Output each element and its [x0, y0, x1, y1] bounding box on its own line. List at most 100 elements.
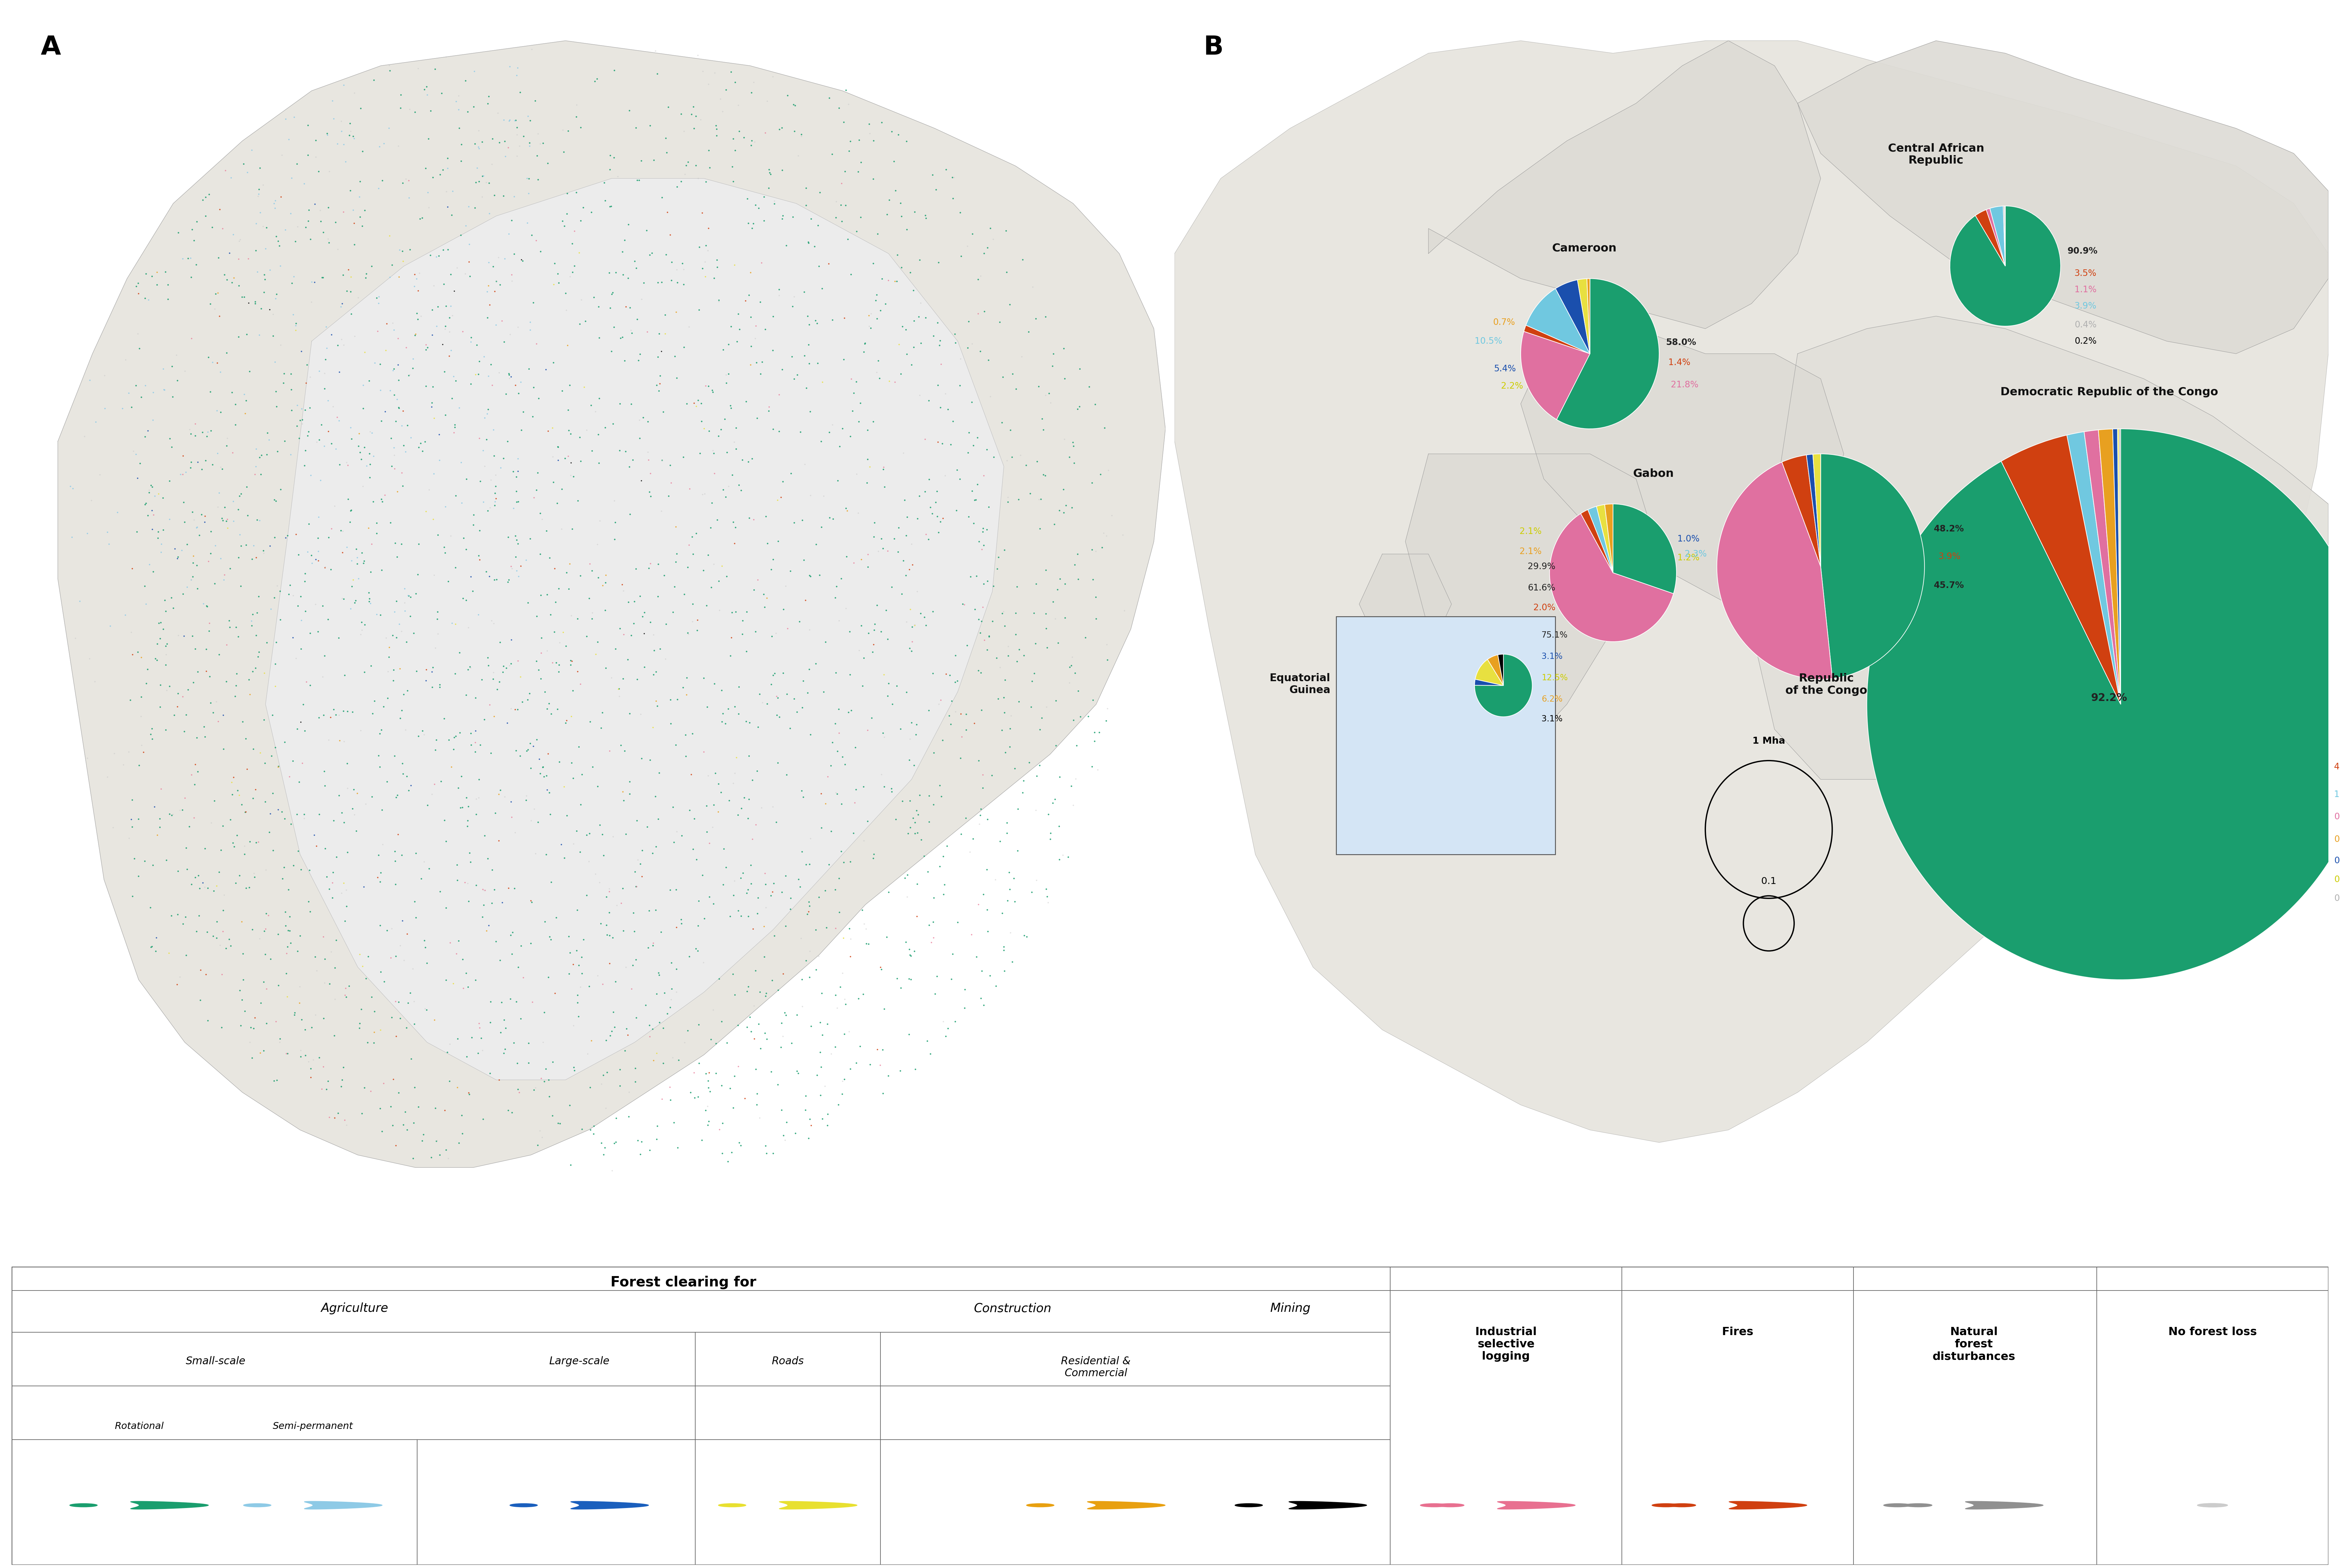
Point — [318, 405, 356, 430]
Point — [585, 844, 622, 869]
Point — [405, 850, 442, 875]
Point — [222, 284, 260, 309]
Point — [1067, 626, 1104, 651]
Point — [468, 919, 505, 944]
Point — [1018, 306, 1055, 331]
Text: 0.2%: 0.2% — [2076, 337, 2097, 345]
Point — [978, 646, 1016, 671]
Point — [735, 994, 772, 1019]
Point — [576, 398, 613, 423]
Point — [1030, 884, 1067, 909]
Point — [756, 924, 793, 949]
Point — [730, 806, 768, 831]
Point — [545, 213, 583, 238]
Point — [398, 840, 435, 866]
Point — [171, 814, 208, 839]
Point — [1039, 577, 1076, 602]
Point — [398, 905, 435, 930]
Point — [908, 1029, 945, 1054]
Point — [992, 417, 1030, 442]
Point — [126, 848, 164, 873]
Point — [987, 811, 1025, 836]
Point — [702, 417, 739, 442]
Point — [814, 141, 852, 166]
Point — [882, 191, 920, 216]
Point — [594, 411, 632, 436]
Point — [138, 925, 176, 950]
Point — [508, 210, 545, 235]
Point — [398, 321, 435, 347]
Point — [360, 743, 398, 768]
Point — [374, 252, 412, 278]
Point — [290, 209, 328, 234]
Point — [688, 818, 725, 844]
Point — [847, 916, 885, 941]
Point — [379, 395, 417, 420]
Point — [292, 1014, 330, 1040]
Point — [753, 663, 791, 688]
Point — [456, 196, 494, 221]
Wedge shape — [2099, 430, 2120, 704]
Point — [400, 207, 438, 232]
Point — [702, 677, 739, 702]
Point — [447, 786, 484, 811]
Point — [613, 622, 651, 648]
Point — [325, 262, 363, 287]
Point — [468, 169, 505, 194]
Point — [971, 215, 1009, 240]
Point — [742, 980, 779, 1005]
Point — [662, 823, 700, 848]
Point — [445, 525, 482, 550]
Point — [372, 425, 410, 450]
Point — [276, 105, 314, 130]
Point — [526, 679, 564, 704]
Point — [526, 1069, 564, 1094]
Point — [257, 574, 295, 599]
Point — [735, 577, 772, 602]
Point — [491, 365, 529, 390]
Point — [515, 734, 552, 759]
Text: Industrial
selective
logging: Industrial selective logging — [1474, 1327, 1537, 1361]
Point — [314, 88, 351, 113]
Point — [927, 872, 964, 897]
Point — [913, 930, 950, 955]
Point — [283, 608, 321, 633]
Point — [484, 660, 522, 685]
Point — [456, 362, 494, 387]
Point — [636, 659, 674, 684]
Point — [131, 474, 168, 499]
Point — [868, 925, 906, 950]
Point — [690, 1112, 728, 1137]
Point — [531, 779, 569, 804]
Point — [756, 188, 793, 213]
Point — [615, 590, 653, 615]
Point — [653, 268, 690, 293]
Point — [999, 688, 1037, 713]
Point — [545, 845, 583, 870]
Point — [704, 477, 742, 502]
Point — [484, 445, 522, 470]
Point — [674, 541, 711, 566]
Point — [768, 914, 805, 939]
Point — [828, 499, 866, 524]
Point — [847, 331, 885, 356]
Point — [269, 524, 307, 549]
Point — [878, 966, 915, 991]
Point — [931, 712, 969, 737]
Point — [803, 980, 840, 1005]
Point — [863, 720, 901, 745]
Point — [653, 687, 690, 712]
Point — [910, 389, 948, 414]
Point — [419, 314, 456, 339]
Point — [622, 864, 660, 889]
Point — [536, 251, 573, 276]
Point — [395, 621, 433, 646]
Point — [892, 936, 929, 961]
Point — [842, 205, 880, 230]
Point — [948, 701, 985, 726]
Point — [190, 1008, 227, 1033]
Point — [966, 627, 1004, 652]
Point — [690, 72, 728, 97]
Point — [470, 171, 508, 196]
Point — [587, 913, 625, 938]
